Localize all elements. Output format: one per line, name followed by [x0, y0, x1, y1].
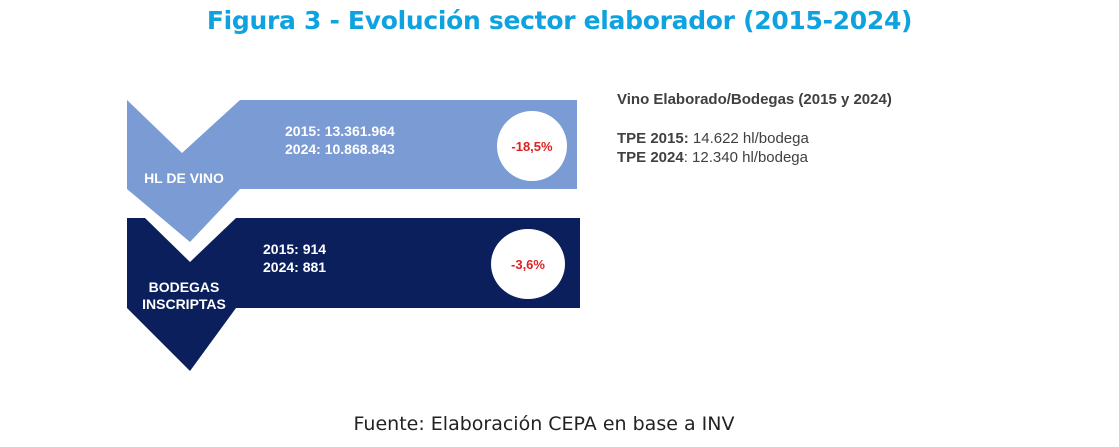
bodegas-2015: 2015: 914 — [263, 241, 327, 257]
source-note: Fuente: Elaboración CEPA en base a INV — [353, 413, 735, 435]
tpe-2015-value: 14.622 hl/bodega — [688, 130, 809, 147]
bodegas-label: BODEGAS INSCRIPTAS — [142, 279, 226, 312]
hl-vino-change-badge: -18,5% — [497, 111, 567, 181]
hl-vino-shape — [127, 100, 577, 242]
bodegas-shape — [127, 218, 580, 371]
tpe-2015-label: TPE 2015: — [617, 130, 689, 147]
tpe-2024: TPE 2024: 12.340 hl/bodega — [617, 149, 808, 166]
tpe-2024-label: TPE 2024 — [617, 149, 684, 166]
hl-vino-label: HL DE VINO — [144, 170, 224, 186]
bodegas-change-badge: -3,6% — [491, 229, 565, 299]
bodegas-2024: 2024: 881 — [263, 259, 327, 275]
tpe-2015: TPE 2015: 14.622 hl/bodega — [617, 130, 809, 147]
side-title: Vino Elaborado/Bodegas (2015 y 2024) — [617, 91, 892, 108]
hl-vino-values: 2015: 13.361.964 2024: 10.868.843 — [285, 122, 395, 158]
tpe-2024-value: : 12.340 hl/bodega — [683, 149, 808, 166]
bodegas-values: 2015: 914 2024: 881 — [263, 240, 326, 276]
figure-title: Figura 3 - Evolución sector elaborador (… — [206, 6, 913, 35]
hl-vino-2015: 2015: 13.361.964 — [285, 123, 395, 139]
hl-vino-2024: 2024: 10.868.843 — [285, 141, 395, 157]
